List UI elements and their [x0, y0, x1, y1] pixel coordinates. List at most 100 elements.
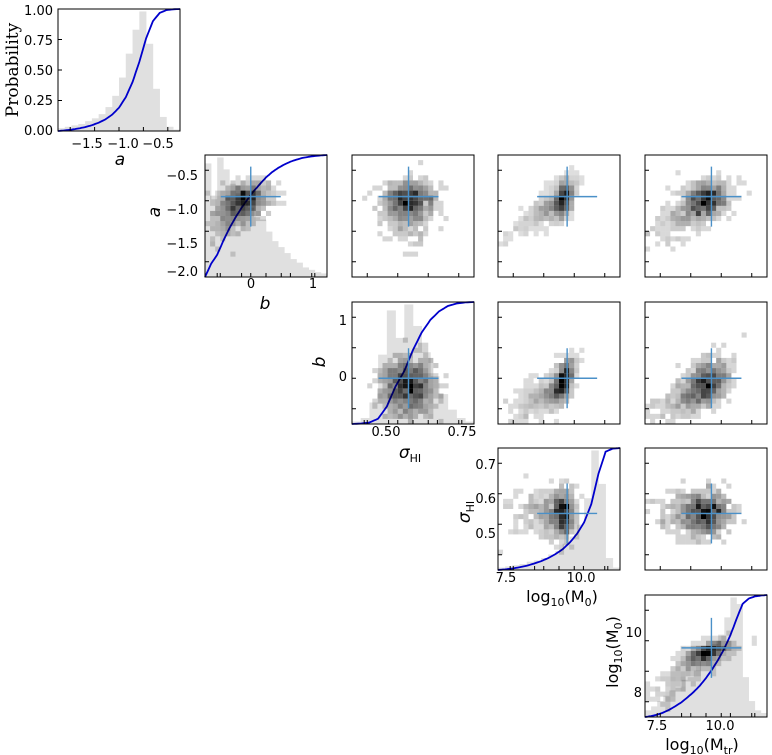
density-hex: [392, 200, 398, 206]
density-hex: [675, 650, 681, 656]
density-hex: [665, 706, 671, 712]
density-hex: [215, 216, 221, 222]
density-hex: [695, 221, 701, 227]
hist-bar: [421, 352, 431, 424]
density-hex: [433, 383, 439, 389]
density-hex: [260, 175, 266, 181]
hist-bar: [754, 710, 762, 717]
density-hex: [665, 701, 671, 707]
density-hex: [548, 200, 554, 206]
density-hex: [255, 190, 261, 196]
density-hex: [397, 352, 403, 358]
density-hex: [508, 418, 514, 424]
hist-bar: [612, 567, 621, 570]
density-hex: [407, 388, 413, 394]
density-hex: [230, 216, 236, 222]
density-hex: [680, 210, 686, 216]
density-hex: [418, 368, 424, 374]
density-hex: [438, 418, 444, 424]
density-hex: [392, 231, 398, 237]
density-hex: [210, 236, 216, 242]
density-hex: [235, 200, 241, 206]
density-hex: [695, 226, 701, 232]
density-hex: [397, 216, 403, 222]
density-hex: [574, 519, 580, 525]
density-hex: [685, 195, 691, 201]
density-hex: [665, 393, 671, 399]
density-hex: [731, 363, 737, 369]
density-hex: [276, 190, 282, 196]
density-hex: [230, 231, 236, 237]
density-hex: [569, 509, 575, 515]
density-hex: [413, 210, 419, 216]
density-hex: [695, 363, 701, 369]
density-hex: [569, 488, 575, 494]
density-hex: [670, 681, 676, 687]
density-hex: [528, 524, 534, 530]
density-hex: [655, 216, 661, 222]
density-hex: [690, 388, 696, 394]
density-hex: [726, 388, 732, 394]
hist-bar: [235, 193, 242, 277]
density-hex: [553, 180, 559, 186]
density-hex: [670, 190, 676, 196]
density-hex: [377, 231, 383, 237]
density-hex: [680, 671, 686, 677]
density-hex: [569, 205, 575, 211]
density-hex: [660, 216, 666, 222]
density-hex: [700, 383, 706, 389]
density-hex: [685, 534, 691, 540]
density-hex: [538, 503, 544, 509]
density-hex: [706, 378, 712, 384]
density-hex: [569, 210, 575, 216]
density-hex: [685, 519, 691, 525]
prob-tick-label: 0.50: [24, 64, 53, 79]
density-hex: [680, 676, 686, 682]
hist-bar: [152, 88, 160, 131]
hist-bar: [105, 107, 113, 131]
density-hex: [498, 549, 504, 555]
hist-bar: [533, 560, 542, 570]
density-hex: [407, 231, 413, 237]
density-hex: [443, 185, 449, 191]
density-hex: [553, 514, 559, 520]
density-hex: [726, 195, 732, 201]
density-hex: [413, 383, 419, 389]
density-hex: [645, 408, 651, 414]
density-hex: [700, 216, 706, 222]
density-hex: [670, 691, 676, 697]
density-hex: [706, 373, 712, 379]
density-hex: [559, 216, 565, 222]
density-hex: [513, 418, 519, 424]
density-hex: [397, 398, 403, 404]
sigma-symbol: σ: [455, 511, 475, 523]
density-hex: [675, 503, 681, 509]
density-hex: [235, 190, 241, 196]
density-hex: [685, 210, 691, 216]
density-hex: [695, 373, 701, 379]
density-hex: [690, 676, 696, 682]
density-hex: [655, 413, 661, 419]
density-hex: [559, 539, 565, 545]
density-hex: [675, 524, 681, 530]
density-hex: [418, 403, 424, 409]
density-hex: [533, 398, 539, 404]
density-hex: [402, 398, 408, 404]
b-tick-label: 0: [339, 370, 347, 385]
sigma-axis-label: σHI: [399, 443, 421, 465]
density-hex: [230, 226, 236, 232]
density-hex: [706, 180, 712, 186]
density-hex: [680, 681, 686, 687]
density-hex: [665, 691, 671, 697]
density-hex: [553, 175, 559, 181]
density-hex: [528, 493, 534, 499]
density-hex: [413, 388, 419, 394]
density-hex: [569, 347, 575, 353]
density-hex: [423, 403, 429, 409]
a-axis-label: a: [145, 207, 165, 217]
density-hex: [235, 180, 241, 186]
density-hex: [428, 368, 434, 374]
density-hex: [220, 180, 226, 186]
density-hex: [751, 635, 757, 641]
density-hex: [538, 393, 544, 399]
